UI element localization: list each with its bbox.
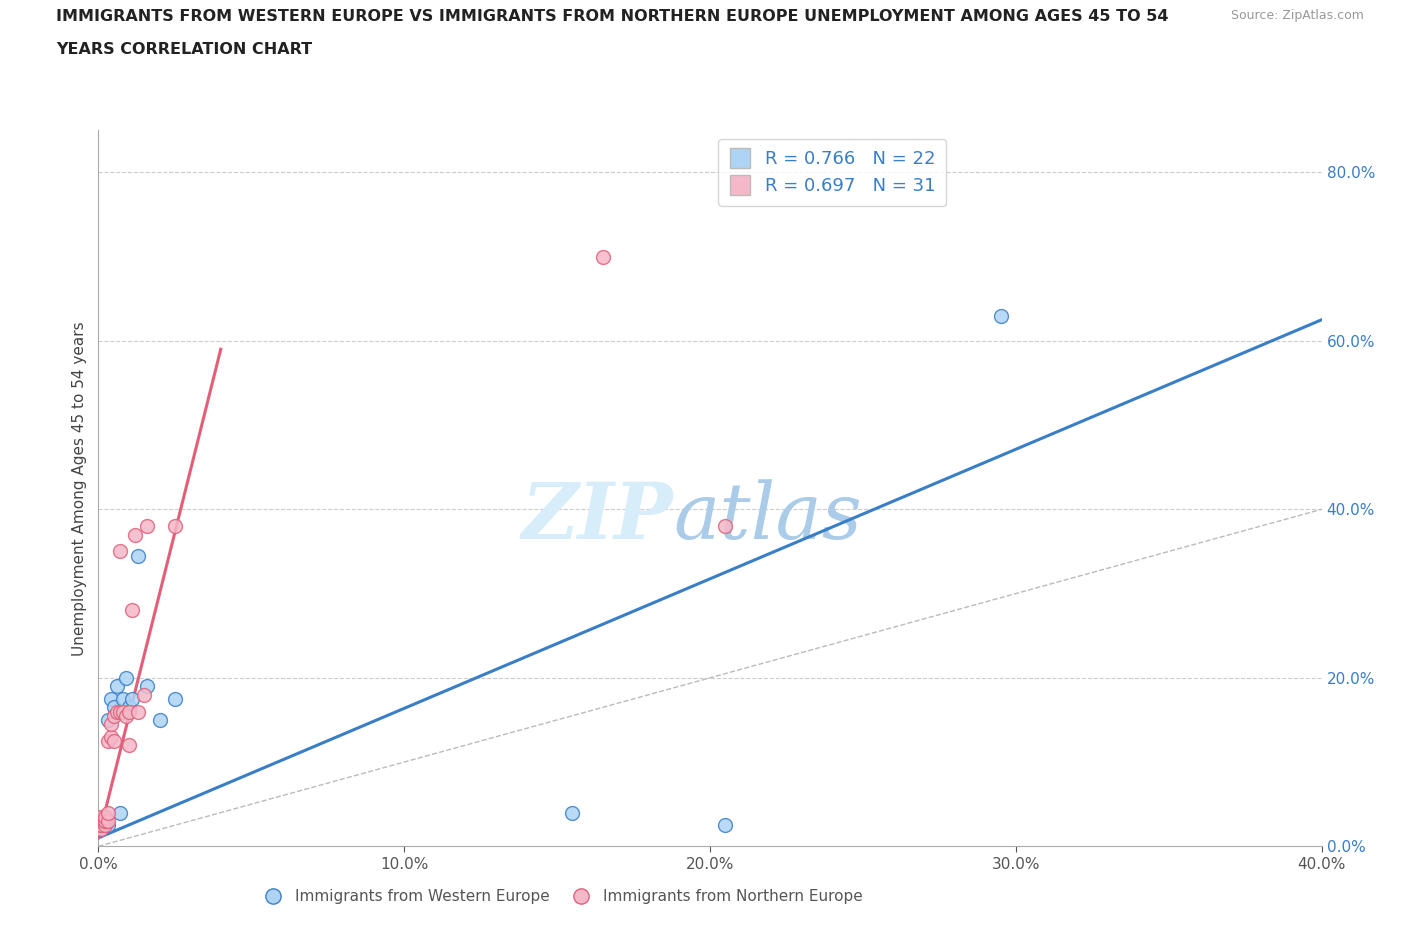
Text: YEARS CORRELATION CHART: YEARS CORRELATION CHART	[56, 42, 312, 57]
Y-axis label: Unemployment Among Ages 45 to 54 years: Unemployment Among Ages 45 to 54 years	[72, 321, 87, 656]
Point	[105, 679, 128, 694]
Point	[90, 817, 112, 832]
Point	[127, 704, 149, 719]
Point	[118, 700, 141, 715]
Point	[163, 519, 186, 534]
Point	[103, 709, 125, 724]
Point	[118, 737, 141, 752]
Point	[93, 809, 115, 824]
Point	[115, 709, 138, 724]
Point	[97, 814, 120, 829]
Point	[90, 814, 112, 829]
Point	[124, 527, 146, 542]
Point	[93, 809, 115, 824]
Legend: Immigrants from Western Europe, Immigrants from Northern Europe: Immigrants from Western Europe, Immigran…	[257, 884, 869, 910]
Point	[90, 817, 112, 832]
Point	[100, 729, 122, 744]
Point	[561, 805, 583, 820]
Point	[93, 817, 115, 832]
Point	[90, 814, 112, 829]
Point	[90, 822, 112, 837]
Point	[127, 548, 149, 563]
Point	[97, 805, 120, 820]
Point	[90, 822, 112, 837]
Point	[111, 704, 134, 719]
Point	[149, 712, 172, 727]
Point	[111, 691, 134, 706]
Point	[121, 691, 143, 706]
Text: Source: ZipAtlas.com: Source: ZipAtlas.com	[1230, 9, 1364, 22]
Point	[93, 817, 115, 832]
Point	[134, 687, 156, 702]
Point	[115, 671, 138, 685]
Point	[97, 734, 120, 749]
Point	[100, 691, 122, 706]
Point	[714, 519, 737, 534]
Point	[108, 805, 131, 820]
Point	[100, 717, 122, 732]
Point	[163, 691, 186, 706]
Point	[118, 704, 141, 719]
Point	[93, 814, 115, 829]
Point	[103, 734, 125, 749]
Point	[136, 679, 159, 694]
Point	[97, 817, 120, 832]
Point	[121, 603, 143, 618]
Text: IMMIGRANTS FROM WESTERN EUROPE VS IMMIGRANTS FROM NORTHERN EUROPE UNEMPLOYMENT A: IMMIGRANTS FROM WESTERN EUROPE VS IMMIGR…	[56, 9, 1168, 24]
Point	[90, 809, 112, 824]
Point	[105, 704, 128, 719]
Point	[97, 712, 120, 727]
Text: ZIP: ZIP	[522, 479, 673, 555]
Point	[136, 519, 159, 534]
Point	[990, 308, 1012, 323]
Point	[108, 544, 131, 559]
Point	[592, 249, 614, 264]
Point	[108, 704, 131, 719]
Point	[103, 700, 125, 715]
Point	[93, 814, 115, 829]
Point	[90, 817, 112, 832]
Point	[714, 817, 737, 832]
Text: atlas: atlas	[673, 479, 862, 555]
